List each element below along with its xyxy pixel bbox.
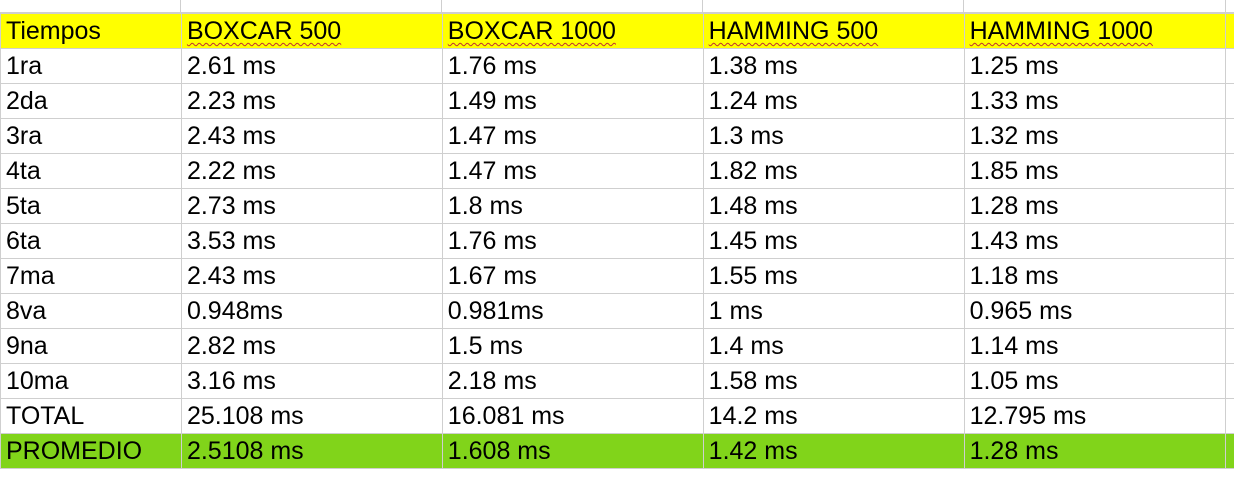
data-row: 4ta 2.22 ms 1.47 ms 1.82 ms 1.85 ms (0, 153, 1234, 189)
data-row-cell-label[interactable]: 9na (0, 328, 182, 364)
average-row-cell-boxcar-500[interactable]: 2.5108 ms (180, 433, 443, 469)
average-row-cell-hamming-500[interactable]: 1.42 ms (702, 433, 965, 469)
data-row: 3ra 2.43 ms 1.47 ms 1.3 ms 1.32 ms (0, 118, 1234, 154)
total-row-cell-label[interactable]: TOTAL (0, 398, 182, 434)
data-row-cell-label[interactable]: 8va (0, 293, 182, 329)
total-row-cell-hamming-1000[interactable]: 12.795 ms (963, 398, 1227, 434)
cell-text: BOXCAR 1000 (447, 17, 616, 45)
data-row-cell-extra[interactable] (1225, 48, 1234, 84)
data-row-cell-boxcar-1000[interactable]: 1.5 ms (441, 328, 704, 364)
data-row-cell-label[interactable]: 7ma (0, 258, 182, 294)
data-row-cell-extra[interactable] (1225, 83, 1234, 119)
data-row-cell-hamming-500[interactable]: 1 ms (702, 293, 965, 329)
data-row-cell-boxcar-500[interactable]: 2.22 ms (180, 153, 443, 189)
data-row-cell-hamming-1000[interactable]: 1.33 ms (963, 83, 1227, 119)
header-row-cell-hamming-500[interactable]: HAMMING 500 (702, 13, 965, 49)
data-row-cell-boxcar-1000[interactable]: 1.8 ms (441, 188, 704, 224)
data-row: 2da 2.23 ms 1.49 ms 1.24 ms 1.33 ms (0, 83, 1234, 119)
data-row: 10ma 3.16 ms 2.18 ms 1.58 ms 1.05 ms (0, 363, 1234, 399)
data-row: 8va 0.948ms 0.981ms 1 ms 0.965 ms (0, 293, 1234, 329)
data-row-cell-boxcar-500[interactable]: 2.23 ms (180, 83, 443, 119)
data-row: 7ma 2.43 ms 1.67 ms 1.55 ms 1.18 ms (0, 258, 1234, 294)
data-row-cell-hamming-1000[interactable]: 1.32 ms (963, 118, 1227, 154)
data-row-cell-hamming-1000[interactable]: 1.25 ms (963, 48, 1227, 84)
data-row-cell-hamming-500[interactable]: 1.58 ms (702, 363, 965, 399)
data-row-cell-boxcar-500[interactable]: 3.16 ms (180, 363, 443, 399)
data-row-cell-extra[interactable] (1225, 328, 1234, 364)
data-row-cell-boxcar-1000[interactable]: 1.47 ms (441, 153, 704, 189)
data-row-cell-label[interactable]: 2da (0, 83, 182, 119)
header-row-cell-hamming-1000[interactable]: HAMMING 1000 (963, 13, 1227, 49)
average-row-cell-label[interactable]: PROMEDIO (0, 433, 182, 469)
header-row: Tiempos BOXCAR 500 BOXCAR 1000 HAMMING 500 H… (0, 13, 1234, 49)
cell-text: HAMMING 1000 (969, 17, 1153, 45)
data-row-cell-boxcar-1000[interactable]: 1.47 ms (441, 118, 704, 154)
data-row-cell-hamming-500[interactable]: 1.55 ms (702, 258, 965, 294)
data-row-cell-hamming-500[interactable]: 1.45 ms (702, 223, 965, 259)
data-row-cell-extra[interactable] (1225, 258, 1234, 294)
data-row-cell-hamming-1000[interactable]: 1.28 ms (963, 188, 1227, 224)
data-row-cell-hamming-1000[interactable]: 1.85 ms (963, 153, 1227, 189)
data-row-cell-boxcar-1000[interactable]: 1.76 ms (441, 223, 704, 259)
total-row-cell-boxcar-500[interactable]: 25.108 ms (180, 398, 443, 434)
data-row-cell-extra[interactable] (1225, 188, 1234, 224)
data-row-cell-hamming-500[interactable]: 1.24 ms (702, 83, 965, 119)
data-row-cell-hamming-500[interactable]: 1.4 ms (702, 328, 965, 364)
data-row-cell-boxcar-500[interactable]: 0.948ms (180, 293, 443, 329)
data-row-cell-hamming-500[interactable]: 1.38 ms (702, 48, 965, 84)
data-row-cell-boxcar-1000[interactable]: 1.67 ms (441, 258, 704, 294)
data-row-cell-extra[interactable] (1225, 118, 1234, 154)
data-row-cell-extra[interactable] (1225, 293, 1234, 329)
header-row-cell-boxcar-500[interactable]: BOXCAR 500 (180, 13, 443, 49)
total-row: TOTAL 25.108 ms 16.081 ms 14.2 ms 12.795 ms (0, 398, 1234, 434)
cell-text: HAMMING 500 (708, 17, 879, 45)
data-row-cell-hamming-1000[interactable]: 1.18 ms (963, 258, 1227, 294)
partial-row-above (0, 0, 1234, 13)
data-row-cell-boxcar-500[interactable]: 2.61 ms (180, 48, 443, 84)
data-row-cell-extra[interactable] (1225, 153, 1234, 189)
total-row-cell-hamming-500[interactable]: 14.2 ms (702, 398, 965, 434)
data-row-cell-boxcar-500[interactable]: 2.82 ms (180, 328, 443, 364)
data-row-cell-boxcar-500[interactable]: 3.53 ms (180, 223, 443, 259)
data-row: 6ta 3.53 ms 1.76 ms 1.45 ms 1.43 ms (0, 223, 1234, 259)
data-row: 9na 2.82 ms 1.5 ms 1.4 ms 1.14 ms (0, 328, 1234, 364)
total-row-cell-boxcar-1000[interactable]: 16.081 ms (441, 398, 704, 434)
average-row-cell-boxcar-1000[interactable]: 1.608 ms (441, 433, 704, 469)
data-row-cell-boxcar-1000[interactable]: 1.76 ms (441, 48, 704, 84)
data-row-cell-hamming-500[interactable]: 1.82 ms (702, 153, 965, 189)
data-row-cell-hamming-1000[interactable]: 1.43 ms (963, 223, 1227, 259)
timing-table: Tiempos BOXCAR 500 BOXCAR 1000 HAMMING 500 H… (0, 13, 1234, 469)
data-row-cell-label[interactable]: 6ta (0, 223, 182, 259)
header-row-cell-label[interactable]: Tiempos (0, 13, 182, 49)
data-row-cell-extra[interactable] (1225, 223, 1234, 259)
data-row: 1ra 2.61 ms 1.76 ms 1.38 ms 1.25 ms (0, 48, 1234, 84)
data-row-cell-label[interactable]: 10ma (0, 363, 182, 399)
data-row: 5ta 2.73 ms 1.8 ms 1.48 ms 1.28 ms (0, 188, 1234, 224)
data-row-cell-boxcar-1000[interactable]: 2.18 ms (441, 363, 704, 399)
average-row: PROMEDIO 2.5108 ms 1.608 ms 1.42 ms 1.28 ms (0, 433, 1234, 469)
data-row-cell-label[interactable]: 3ra (0, 118, 182, 154)
data-row-cell-label[interactable]: 4ta (0, 153, 182, 189)
data-row-cell-boxcar-500[interactable]: 2.43 ms (180, 258, 443, 294)
average-row-cell-hamming-1000[interactable]: 1.28 ms (963, 433, 1227, 469)
data-row-cell-hamming-1000[interactable]: 1.05 ms (963, 363, 1227, 399)
header-row-cell-extra[interactable] (1225, 13, 1234, 49)
data-row-cell-hamming-500[interactable]: 1.48 ms (702, 188, 965, 224)
average-row-cell-extra[interactable] (1225, 433, 1234, 469)
cell-text: BOXCAR 500 (186, 17, 342, 45)
total-row-cell-extra[interactable] (1225, 398, 1234, 434)
header-row-cell-boxcar-1000[interactable]: BOXCAR 1000 (441, 13, 704, 49)
data-row-cell-boxcar-1000[interactable]: 1.49 ms (441, 83, 704, 119)
data-row-cell-hamming-1000[interactable]: 1.14 ms (963, 328, 1227, 364)
data-row-cell-label[interactable]: 5ta (0, 188, 182, 224)
data-row-cell-label[interactable]: 1ra (0, 48, 182, 84)
data-row-cell-boxcar-500[interactable]: 2.73 ms (180, 188, 443, 224)
data-row-cell-boxcar-1000[interactable]: 0.981ms (441, 293, 704, 329)
data-row-cell-extra[interactable] (1225, 363, 1234, 399)
data-row-cell-hamming-500[interactable]: 1.3 ms (702, 118, 965, 154)
data-row-cell-hamming-1000[interactable]: 0.965 ms (963, 293, 1227, 329)
data-row-cell-boxcar-500[interactable]: 2.43 ms (180, 118, 443, 154)
